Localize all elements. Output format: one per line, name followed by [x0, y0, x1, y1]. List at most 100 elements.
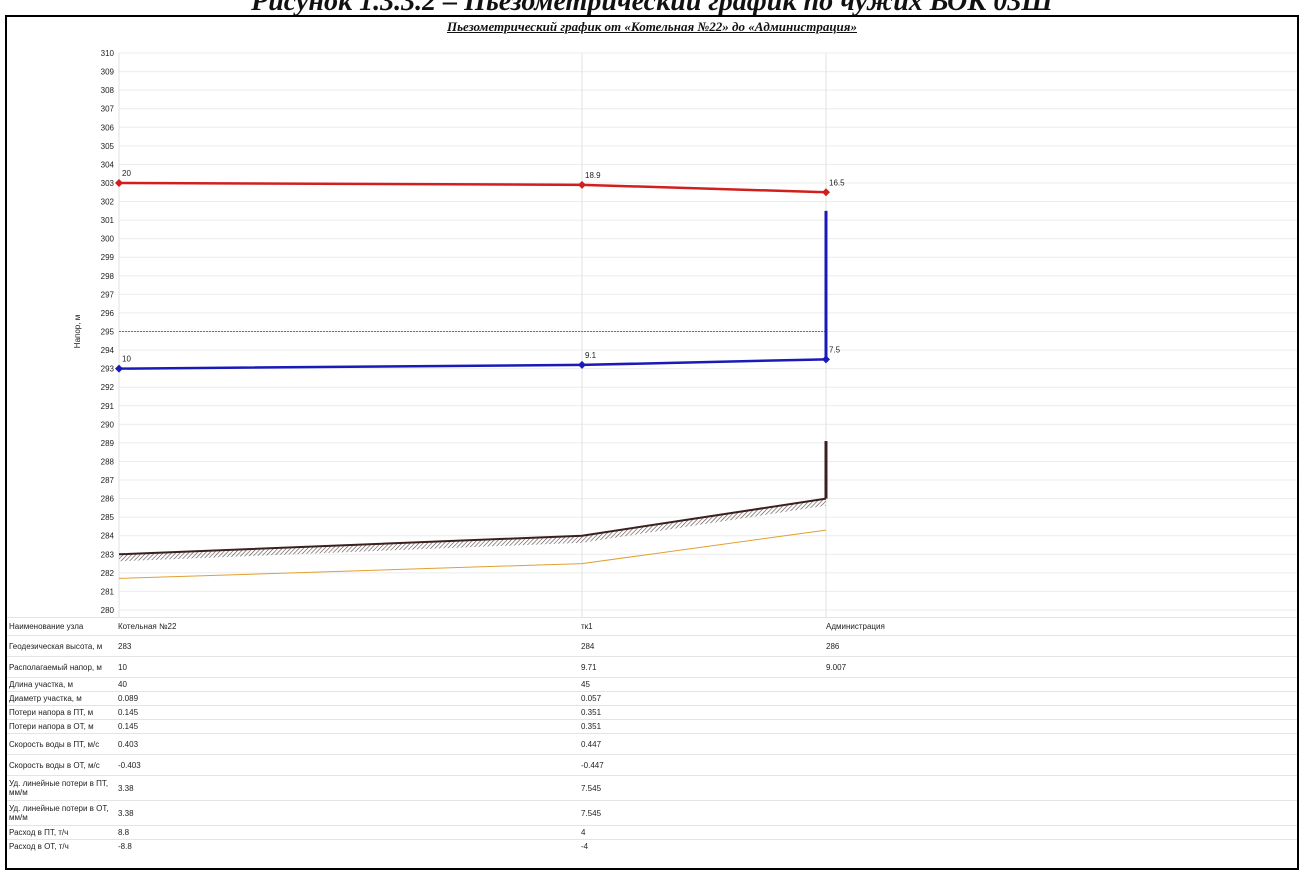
return-line [118, 358, 827, 370]
table-cell: -0.447 [579, 754, 824, 776]
y-tick-label: 310 [101, 49, 115, 58]
y-tick-label: 305 [101, 142, 115, 151]
row-header: Геодезическая высота, м [7, 635, 116, 657]
table-cell: 0.351 [579, 719, 824, 734]
y-tick-label: 285 [101, 513, 115, 522]
table-cell: -4 [579, 839, 824, 854]
y-tick-label: 282 [101, 569, 115, 578]
y-tick-label: 281 [101, 587, 115, 596]
table-row: Диаметр участка, м 0.089 0.057 [7, 691, 1297, 706]
table-cell [824, 754, 1297, 776]
table-cell: 283 [116, 635, 579, 657]
piezometric-chart: 280 281 282 283 284 285 286 287 288 289 290 291 292 2… [73, 49, 1297, 617]
return-point [578, 360, 586, 369]
y-tick-label: 294 [101, 346, 115, 355]
y-tick-label: 298 [101, 272, 115, 281]
table-row: Длина участка, м 40 45 [7, 677, 1297, 692]
table-row: Геодезическая высота, м 283 284 286 [7, 635, 1297, 657]
y-tick-label: 308 [101, 86, 115, 95]
supply-point [822, 188, 830, 197]
return-point-label: 9.1 [585, 351, 597, 360]
y-tick-label: 297 [101, 290, 115, 299]
y-tick-label: 292 [101, 383, 115, 392]
row-header: Длина участка, м [7, 677, 116, 692]
table-cell: 40 [116, 677, 579, 692]
table-cell [824, 825, 1297, 840]
table-cell: 3.38 [116, 775, 579, 801]
table-cell: Администрация [824, 617, 1297, 636]
y-tick-label: 295 [101, 328, 115, 337]
table-row: Уд. линейные потери в ОТ, мм/м 3.38 7.545 [7, 800, 1297, 826]
table-cell: 4 [579, 825, 824, 840]
y-tick-label: 287 [101, 476, 115, 485]
row-header: Потери напора в ПТ, м [7, 705, 116, 720]
table-cell [824, 733, 1297, 755]
table-row: Расход в ОТ, т/ч -8.8 -4 [7, 839, 1297, 854]
y-tick-label: 296 [101, 309, 115, 318]
y-tick-label: 289 [101, 439, 115, 448]
y-tick-label: 301 [101, 216, 115, 225]
table-cell: тк1 [579, 617, 824, 636]
chart-title: Пьезометрический график от «Котельная №2… [446, 19, 857, 34]
table-row: Наименование узла Котельная №22 тк1 Админис… [7, 617, 1297, 636]
chart-frame: Пьезометрический график от «Котельная №2… [5, 15, 1299, 870]
y-tick-label: 303 [101, 179, 115, 188]
row-header: Располагаемый напор, м [7, 656, 116, 678]
node-data-table: Наименование узла Котельная №22 тк1 Админис… [7, 617, 1297, 854]
table-cell [824, 839, 1297, 854]
row-header: Наименование узла [7, 617, 116, 636]
y-axis-title: Напор, м [73, 315, 82, 348]
table-cell: 286 [824, 635, 1297, 657]
table-row: Располагаемый напор, м 10 9.71 9.007 [7, 656, 1297, 678]
y-tick-label: 293 [101, 365, 115, 374]
table-cell: 3.38 [116, 800, 579, 826]
table-cell [824, 691, 1297, 706]
y-tick-label: 300 [101, 235, 115, 244]
row-header: Уд. линейные потери в ОТ, мм/м [7, 800, 116, 826]
table-cell: 0.145 [116, 719, 579, 734]
table-cell: 7.545 [579, 775, 824, 801]
table-cell [824, 800, 1297, 826]
y-tick-label: 291 [101, 402, 115, 411]
table-cell: -0.403 [116, 754, 579, 776]
row-header: Диаметр участка, м [7, 691, 116, 706]
table-cell: 0.447 [579, 733, 824, 755]
row-header: Уд. линейные потери в ПТ, мм/м [7, 775, 116, 801]
table-cell: 0.351 [579, 705, 824, 720]
y-tick-label: 307 [101, 105, 115, 114]
pipe-axis-line [118, 529, 827, 579]
table-row: Скорость воды в ПТ, м/с 0.403 0.447 [7, 733, 1297, 755]
supply-point-label: 18.9 [585, 171, 601, 180]
table-cell: 284 [579, 635, 824, 657]
table-row: Потери напора в ОТ, м 0.145 0.351 [7, 719, 1297, 734]
return-point-label: 7.5 [829, 345, 841, 354]
supply-line [118, 181, 827, 194]
table-cell: 0.089 [116, 691, 579, 706]
supply-point-label: 20 [122, 169, 131, 178]
table-cell [824, 719, 1297, 734]
ground-hatch [119, 498, 826, 562]
table-cell: 10 [116, 656, 579, 678]
supply-point [578, 180, 586, 189]
table-cell [824, 677, 1297, 692]
row-header: Расход в ОТ, т/ч [7, 839, 116, 854]
table-cell: 8.8 [116, 825, 579, 840]
table-row: Скорость воды в ОТ, м/с -0.403 -0.447 [7, 754, 1297, 776]
table-row: Расход в ПТ, т/ч 8.8 4 [7, 825, 1297, 840]
table-cell: Котельная №22 [116, 617, 579, 636]
figure-caption: Рисунок 1.3.3.2 – Пьезометрический графи… [251, 0, 1053, 17]
table-cell: 45 [579, 677, 824, 692]
table-cell: 7.545 [579, 800, 824, 826]
table-row: Уд. линейные потери в ПТ, мм/м 3.38 7.545 [7, 775, 1297, 801]
table-cell [824, 705, 1297, 720]
y-tick-label: 302 [101, 198, 115, 207]
y-tick-label: 309 [101, 68, 115, 77]
table-cell [824, 775, 1297, 801]
table-cell: 0.057 [579, 691, 824, 706]
row-header: Расход в ПТ, т/ч [7, 825, 116, 840]
table-cell: -8.8 [116, 839, 579, 854]
ground-line [118, 497, 827, 556]
supply-point-label: 16.5 [829, 178, 845, 187]
return-point-label: 10 [122, 355, 131, 364]
y-tick-label: 284 [101, 532, 115, 541]
